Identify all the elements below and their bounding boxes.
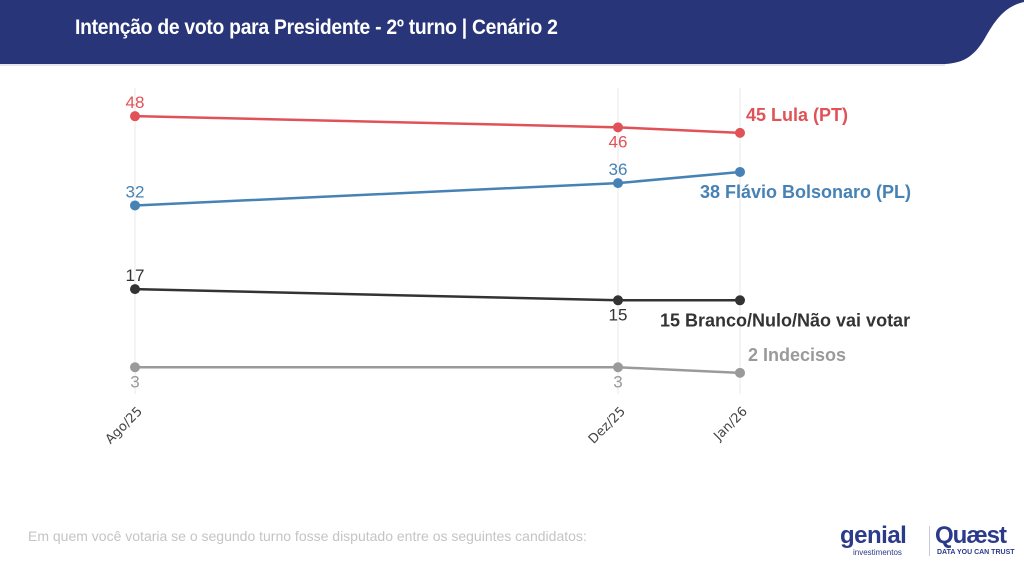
quaest-logo-tagline: DATA YOU CAN TRUST xyxy=(937,549,1015,556)
series-line-2 xyxy=(134,287,740,302)
data-point xyxy=(613,295,623,306)
series-line-0 xyxy=(134,114,741,135)
header-banner: Intenção de voto para Presidente - 2º tu… xyxy=(0,0,1024,66)
x-tick-label: Jan/26 xyxy=(711,404,751,444)
series-line-1 xyxy=(134,170,741,207)
series-end-label: 38 Flávio Bolsonaro (PL) xyxy=(700,182,911,202)
data-point xyxy=(130,200,140,211)
data-label: 17 xyxy=(126,266,145,285)
line-chart: Ago/25 Dez/25 Jan/26 48 46 45 Lula (PT) 32 36 38… xyxy=(103,88,911,447)
data-point xyxy=(130,362,140,373)
data-point xyxy=(130,284,140,295)
page-title: Intenção de voto para Presidente - 2º tu… xyxy=(75,16,558,39)
x-tick-label: Dez/25 xyxy=(586,404,629,447)
series-end-label: 45 Lula (PT) xyxy=(746,105,848,125)
data-label: 36 xyxy=(609,160,628,179)
question-footnote: Em quem você votaria se o segundo turno … xyxy=(28,528,587,544)
data-label: 48 xyxy=(126,93,145,112)
data-point xyxy=(613,178,623,189)
data-label: 15 xyxy=(609,305,628,324)
series-end-label: 15 Branco/Nulo/Não vai votar xyxy=(660,310,910,330)
data-point xyxy=(613,362,623,373)
data-point xyxy=(735,295,745,306)
data-point xyxy=(735,166,745,177)
brand-logos: genial investimentos Quæst DATA YOU CAN … xyxy=(840,522,1020,562)
genial-logo: genial xyxy=(840,522,907,549)
data-label: 3 xyxy=(613,372,622,391)
x-tick-label: Ago/25 xyxy=(103,404,146,447)
data-label: 32 xyxy=(126,182,145,201)
data-point xyxy=(735,127,745,138)
header-background xyxy=(0,0,1024,66)
series-end-label: 2 Indecisos xyxy=(748,345,846,365)
series-line-3 xyxy=(135,366,741,375)
data-label: 3 xyxy=(130,372,139,391)
data-point xyxy=(735,367,745,378)
data-point xyxy=(613,122,623,133)
genial-logo-subtitle: investimentos xyxy=(853,548,902,557)
data-label: 46 xyxy=(609,132,628,151)
logo-divider xyxy=(929,526,930,556)
data-point xyxy=(130,111,140,122)
quaest-logo: Quæst xyxy=(935,522,1007,549)
